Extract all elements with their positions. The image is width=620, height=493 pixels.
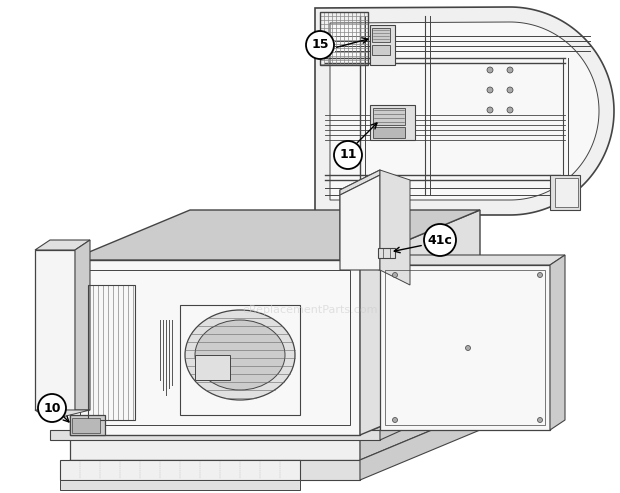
Polygon shape <box>35 410 90 420</box>
Circle shape <box>507 107 513 113</box>
Circle shape <box>392 418 397 423</box>
Circle shape <box>38 394 66 422</box>
Circle shape <box>487 107 493 113</box>
Circle shape <box>466 346 471 351</box>
Polygon shape <box>72 418 100 433</box>
Polygon shape <box>555 178 578 207</box>
Polygon shape <box>70 260 360 435</box>
Polygon shape <box>50 430 380 440</box>
Circle shape <box>487 67 493 73</box>
Polygon shape <box>330 22 599 200</box>
Text: 11: 11 <box>339 148 356 162</box>
Polygon shape <box>70 415 105 435</box>
Polygon shape <box>340 170 380 195</box>
Polygon shape <box>380 265 550 430</box>
Circle shape <box>538 273 542 278</box>
Polygon shape <box>70 435 360 460</box>
Circle shape <box>306 31 334 59</box>
Circle shape <box>507 67 513 73</box>
Polygon shape <box>360 410 480 480</box>
Circle shape <box>507 87 513 93</box>
Text: 10: 10 <box>43 401 61 415</box>
Circle shape <box>538 418 542 423</box>
Circle shape <box>487 87 493 93</box>
Polygon shape <box>380 255 565 265</box>
Polygon shape <box>75 240 90 410</box>
Polygon shape <box>315 7 614 215</box>
Polygon shape <box>372 28 390 42</box>
Ellipse shape <box>185 310 295 400</box>
Circle shape <box>392 273 397 278</box>
Text: 15: 15 <box>311 38 329 51</box>
Polygon shape <box>60 460 300 480</box>
Polygon shape <box>370 25 395 65</box>
Text: eReplacementParts.com: eReplacementParts.com <box>242 305 378 315</box>
Polygon shape <box>550 175 580 210</box>
Polygon shape <box>360 210 480 435</box>
Polygon shape <box>360 385 480 460</box>
Polygon shape <box>550 255 565 430</box>
Polygon shape <box>373 108 405 125</box>
Polygon shape <box>340 170 380 270</box>
Polygon shape <box>380 170 410 285</box>
Ellipse shape <box>195 320 285 390</box>
Polygon shape <box>372 45 390 55</box>
Polygon shape <box>195 355 230 380</box>
Polygon shape <box>35 250 75 410</box>
Polygon shape <box>70 410 480 460</box>
Polygon shape <box>70 460 360 480</box>
Polygon shape <box>373 127 405 138</box>
Polygon shape <box>35 240 90 250</box>
Polygon shape <box>380 385 480 440</box>
Polygon shape <box>70 385 480 435</box>
Polygon shape <box>60 480 300 490</box>
Polygon shape <box>70 210 480 260</box>
Polygon shape <box>340 175 380 270</box>
Circle shape <box>334 141 362 169</box>
Polygon shape <box>370 105 415 140</box>
Text: 41c: 41c <box>428 234 453 246</box>
Polygon shape <box>378 248 395 258</box>
Circle shape <box>424 224 456 256</box>
